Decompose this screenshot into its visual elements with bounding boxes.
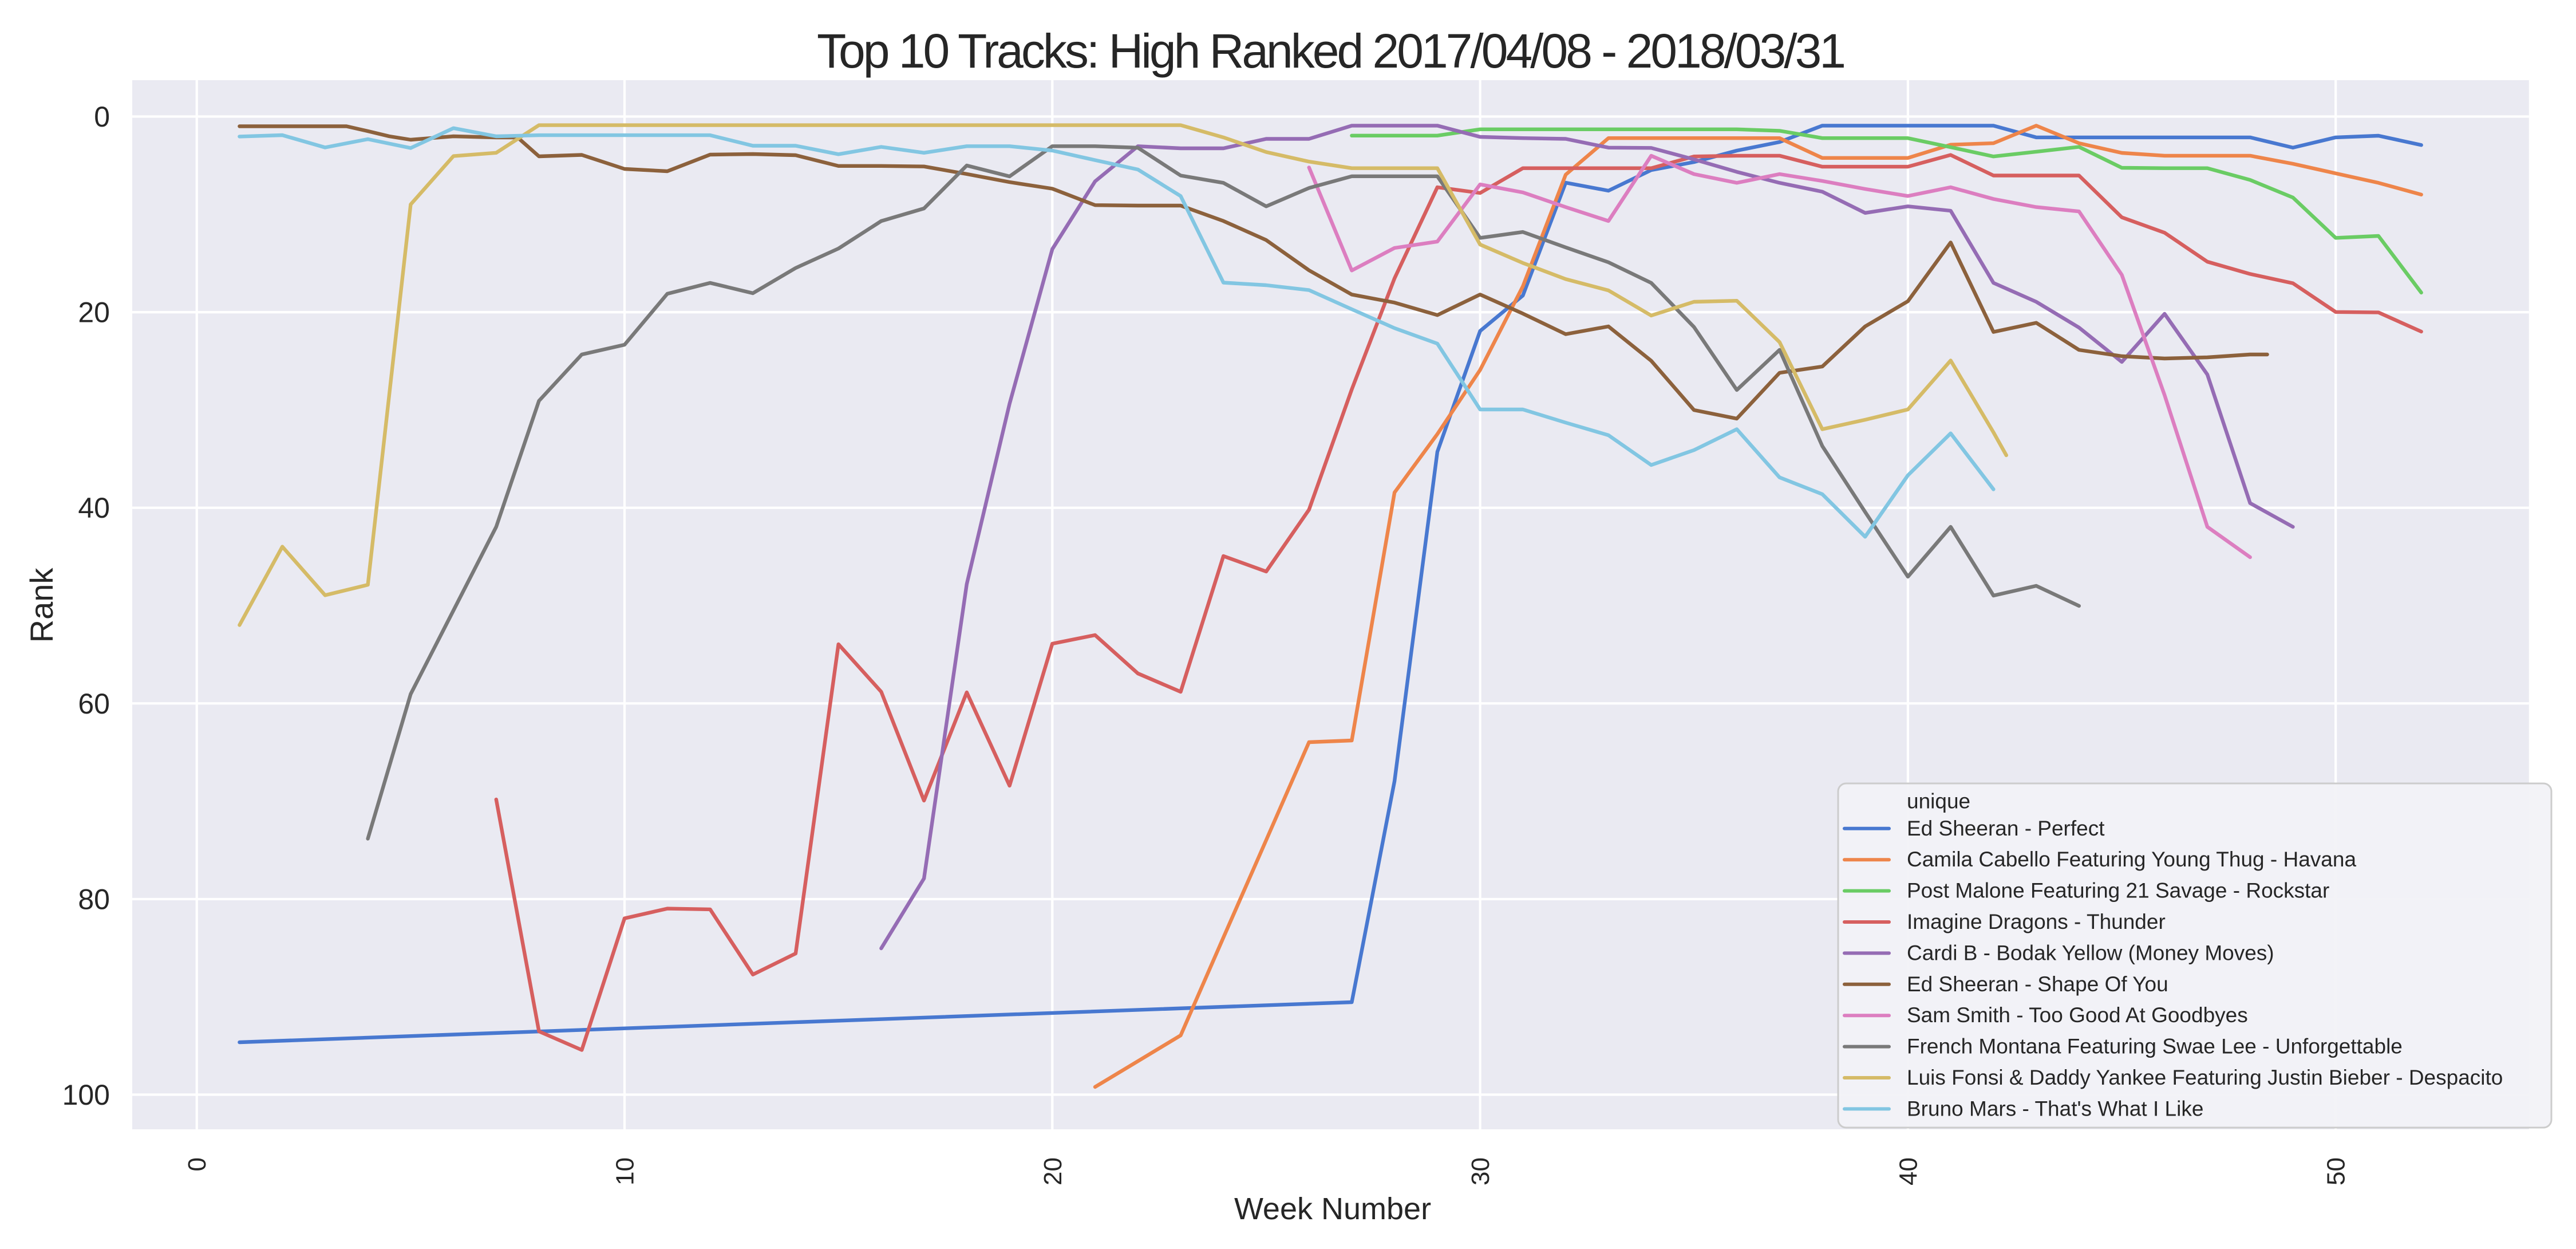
svg-text:0: 0 [183, 1157, 211, 1171]
svg-text:French Montana Featuring Swae: French Montana Featuring Swae Lee - Unfo… [1907, 1035, 2403, 1058]
svg-text:Bruno Mars - That's What I Lik: Bruno Mars - That's What I Like [1907, 1097, 2203, 1120]
svg-text:Luis Fonsi & Daddy Yankee Feat: Luis Fonsi & Daddy Yankee Featuring Just… [1907, 1066, 2503, 1089]
svg-text:40: 40 [78, 492, 110, 524]
svg-text:40: 40 [1894, 1157, 1922, 1185]
svg-text:20: 20 [78, 297, 110, 329]
svg-text:10: 10 [611, 1157, 639, 1185]
svg-text:20: 20 [1039, 1157, 1067, 1185]
svg-text:Sam Smith - Too Good At Goodby: Sam Smith - Too Good At Goodbyes [1907, 1003, 2248, 1027]
svg-text:Rank: Rank [23, 568, 60, 643]
svg-text:30: 30 [1467, 1157, 1495, 1185]
svg-text:unique: unique [1907, 790, 1970, 813]
svg-text:Imagine Dragons - Thunder: Imagine Dragons - Thunder [1907, 910, 2166, 933]
svg-text:Ed Sheeran - Perfect: Ed Sheeran - Perfect [1907, 817, 2105, 840]
svg-text:60: 60 [78, 688, 110, 720]
svg-text:Top 10 Tracks: High Ranked 201: Top 10 Tracks: High Ranked 2017/04/08 - … [817, 24, 1844, 78]
svg-text:Ed Sheeran - Shape Of You: Ed Sheeran - Shape Of You [1907, 972, 2168, 996]
svg-text:Week Number: Week Number [1234, 1192, 1431, 1226]
svg-text:Post Malone Featuring 21 Savag: Post Malone Featuring 21 Savage - Rockst… [1907, 879, 2329, 903]
svg-text:80: 80 [78, 884, 110, 916]
svg-text:Cardi B - Bodak Yellow (Money: Cardi B - Bodak Yellow (Money Moves) [1907, 941, 2274, 964]
svg-text:50: 50 [2322, 1157, 2350, 1185]
svg-text:Camila Cabello Featuring Young: Camila Cabello Featuring Young Thug - Ha… [1907, 848, 2356, 871]
svg-text:0: 0 [94, 101, 110, 133]
svg-text:100: 100 [62, 1079, 110, 1111]
